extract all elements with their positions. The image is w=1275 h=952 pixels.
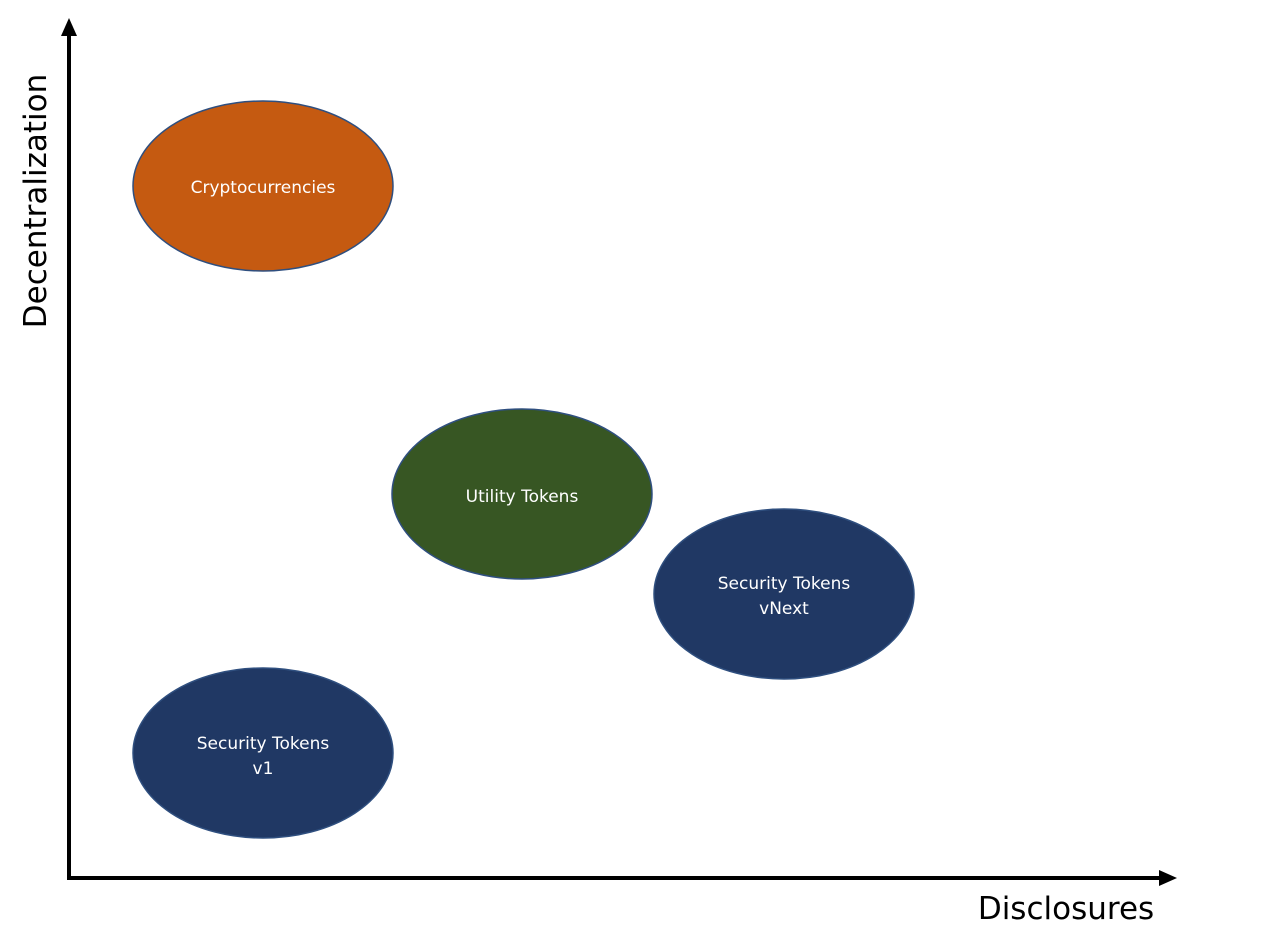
- bubble-shape: [132, 100, 394, 272]
- bubble-security-tokens-vnext: Security Tokens vNext: [653, 508, 915, 680]
- bubble-shape: [132, 667, 394, 839]
- bubble-label-line-1: Security Tokens: [197, 734, 330, 754]
- bubble-shape: [391, 408, 653, 580]
- bubble-label-line-2: vNext: [759, 599, 809, 619]
- y-axis-arrowhead: [61, 18, 77, 36]
- bubble-label-line-1: Security Tokens: [718, 574, 851, 594]
- bubble-label: Cryptocurrencies: [191, 178, 336, 198]
- bubble-cryptocurrencies: Cryptocurrencies: [132, 100, 394, 272]
- bubble-label-line-2: v1: [253, 759, 274, 779]
- x-axis-arrowhead: [1159, 870, 1177, 886]
- x-axis-title: Disclosures: [978, 891, 1154, 927]
- bubble-security-tokens-v1: Security Tokens v1: [132, 667, 394, 839]
- bubble-shape: [653, 508, 915, 680]
- bubble-utility-tokens: Utility Tokens: [391, 408, 653, 580]
- y-axis-title: Decentralization: [18, 74, 54, 328]
- bubble-label: Utility Tokens: [466, 487, 579, 507]
